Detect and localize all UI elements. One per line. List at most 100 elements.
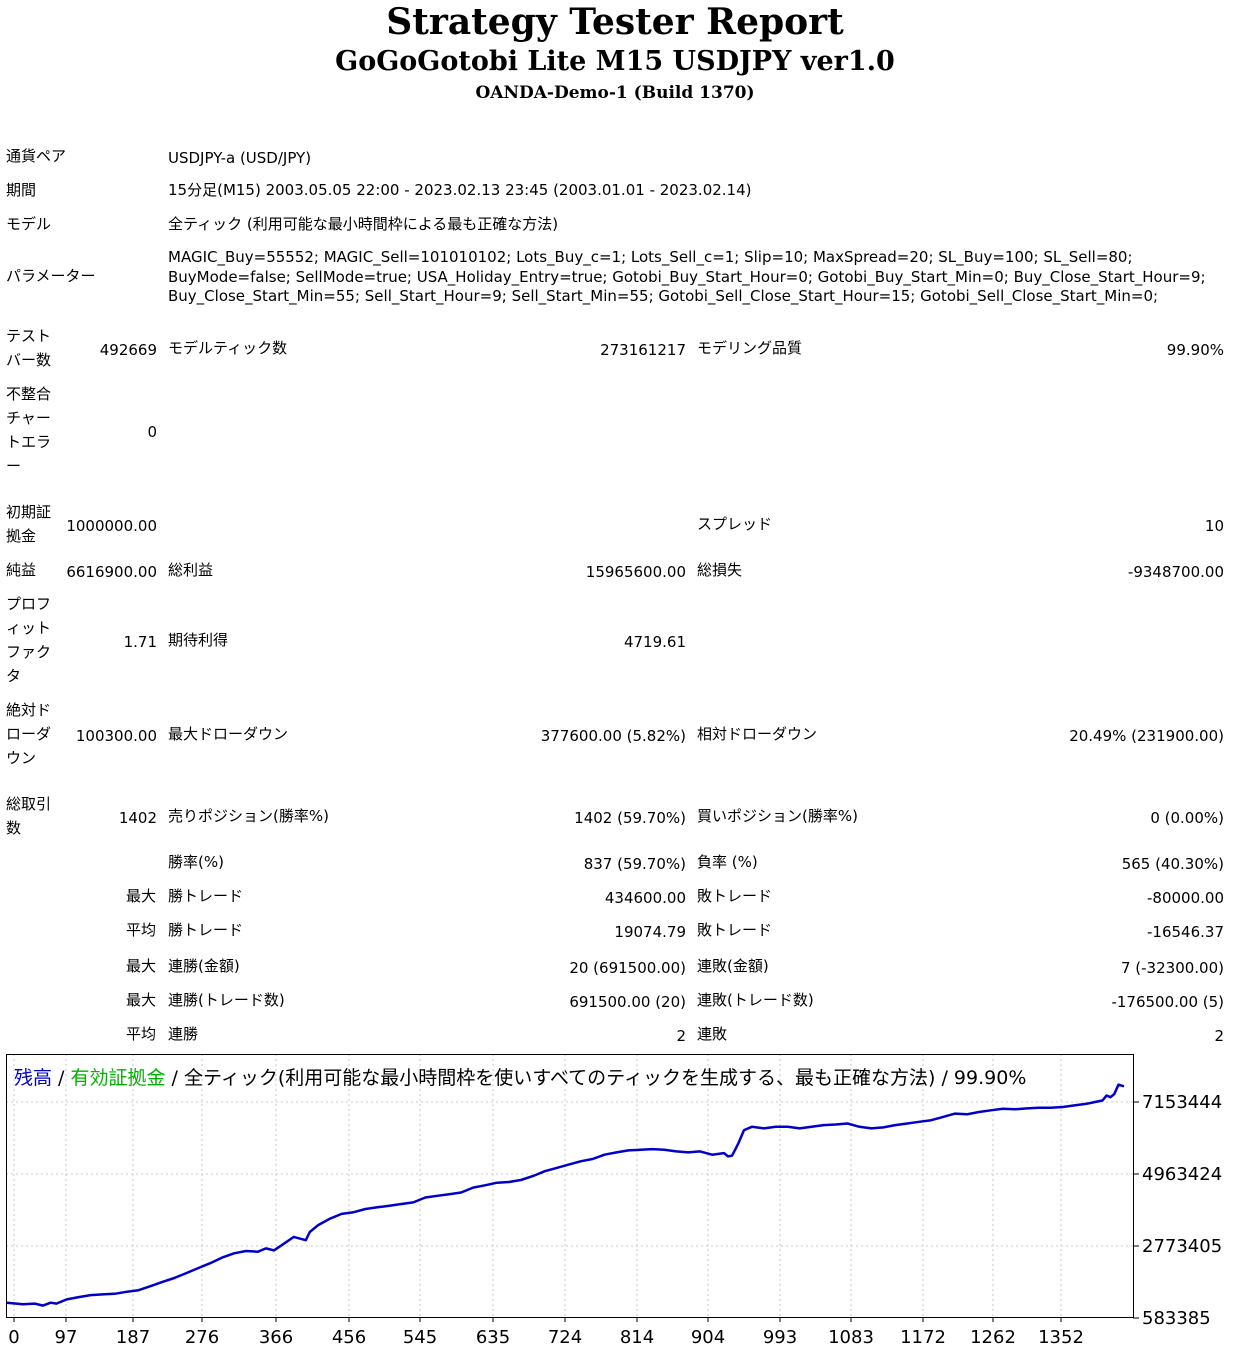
max-consec-prefix: 最大: [126, 957, 157, 975]
trades-value: 1402: [118, 809, 157, 827]
x-tick-label: 904: [691, 1327, 725, 1347]
avg-loss-label: 敗トレード: [697, 921, 773, 939]
trades-label: 総取引数: [6, 795, 52, 837]
x-tick-label: 545: [403, 1327, 437, 1347]
x-tick-label: 724: [548, 1327, 582, 1347]
mismatch-value: 0: [147, 423, 157, 441]
win-rate-label: 勝率(%): [168, 853, 224, 871]
max-consec-losses-label: 連敗(金額): [697, 957, 769, 975]
pf-label: プロフィットファクタ: [6, 595, 52, 685]
largest-prefix: 最大: [126, 887, 157, 905]
x-tick-label: 635: [476, 1327, 510, 1347]
legend-equity: 有効証拠金: [71, 1067, 166, 1089]
x-axis: 0 97 187 276 366 456 545 635 724 814 904 993 1083 117…: [8, 1317, 1084, 1347]
avg-win-value: 19074.79: [614, 923, 686, 941]
avg-consec-wins-label: 連勝: [168, 1025, 199, 1043]
payoff-value: 4719.61: [623, 633, 686, 651]
y-tick-label: 2773405: [1142, 1236, 1222, 1257]
spread-label: スプレッド: [697, 515, 773, 533]
x-tick-label: 1262: [970, 1327, 1016, 1347]
max-consec-loss-label: 連敗(トレード数): [697, 991, 814, 1009]
largest-win-label: 勝トレード: [168, 887, 244, 905]
period-value: 15分足(M15) 2003.05.05 22:00 - 2023.02.13 …: [168, 181, 752, 199]
x-tick-label: 1352: [1038, 1327, 1084, 1347]
max-consec-profit-label: 連勝(トレード数): [168, 991, 285, 1009]
x-tick-label: 0: [8, 1327, 19, 1347]
max-consec-profit-value: 691500.00 (20): [569, 993, 686, 1011]
avg-win-label: 勝トレード: [168, 921, 244, 939]
short-label: 売りポジション(勝率%): [168, 807, 329, 825]
x-tick-label: 814: [620, 1327, 654, 1347]
max-dd-label: 最大ドローダウン: [168, 725, 289, 743]
max-consec-wins-label: 連勝(金額): [168, 957, 240, 975]
server-build: OANDA-Demo-1 (Build 1370): [475, 83, 755, 103]
quality-label: モデリング品質: [697, 339, 803, 357]
balance-chart: 7153444 4963424 2773405 583385 0 97 187 276 366…: [6, 1054, 1251, 1347]
gross-loss-label: 総損失: [697, 561, 743, 579]
gross-profit-label: 総利益: [168, 561, 214, 579]
largest-loss-value: -80000.00: [1147, 889, 1224, 907]
y-tick-label: 583385: [1142, 1308, 1211, 1329]
plot-frame: [6, 1054, 1134, 1318]
average-prefix: 平均: [126, 921, 157, 939]
y-tick-label: 4963424: [1142, 1164, 1222, 1185]
bars-label: テストバー数: [6, 327, 52, 369]
model-value: 全ティック (利用可能な最小時間枠による最も正確な方法): [168, 215, 559, 233]
long-value: 0 (0.00%): [1150, 809, 1224, 827]
x-tick-label: 456: [332, 1327, 366, 1347]
max-dd-value: 377600.00 (5.82%): [540, 727, 686, 745]
avg-consec-losses-label: 連敗: [697, 1025, 728, 1043]
mismatch-label: 不整合チャートエラー: [6, 385, 52, 475]
model-label: モデル: [6, 215, 52, 233]
gross-profit-value: 15965600.00: [585, 563, 686, 581]
x-tick-label: 366: [259, 1327, 293, 1347]
largest-loss-label: 敗トレード: [697, 887, 773, 905]
avg-consec-losses-value: 2: [1214, 1027, 1224, 1045]
avg-consec-prefix: 平均: [126, 1025, 157, 1043]
x-tick-label: 1172: [900, 1327, 946, 1347]
expert-name: GoGoGotobi Lite M15 USDJPY ver1.0: [335, 46, 895, 77]
period-label: 期間: [6, 181, 37, 199]
net-value: 6616900.00: [66, 563, 157, 581]
x-tick-label: 97: [55, 1327, 78, 1347]
chart-grid: [6, 1054, 1133, 1317]
rel-dd-value: 20.49% (231900.00): [1069, 727, 1224, 745]
bars-value: 492669: [99, 341, 157, 359]
deposit-value: 1000000.00: [66, 517, 157, 535]
short-value: 1402 (59.70%): [574, 809, 686, 827]
x-tick-label: 187: [116, 1327, 150, 1347]
max-consec-losses-value: 7 (-32300.00): [1120, 959, 1224, 977]
rel-dd-label: 相対ドローダウン: [697, 725, 818, 743]
loss-rate-label: 負率 (%): [697, 853, 758, 871]
pf-value: 1.71: [123, 633, 157, 651]
quality-value: 99.90%: [1166, 341, 1224, 359]
max-consec-profit-prefix: 最大: [126, 991, 157, 1009]
params-value: MAGIC_Buy=55552; MAGIC_Sell=101010102; L…: [168, 248, 1206, 305]
max-consec-wins-value: 20 (691500.00): [569, 959, 686, 977]
win-rate-value: 837 (59.70%): [583, 855, 686, 873]
avg-consec-wins-value: 2: [676, 1027, 686, 1045]
x-tick-label: 276: [185, 1327, 219, 1347]
spread-value: 10: [1204, 517, 1224, 535]
params-label: パラメーター: [6, 267, 96, 285]
legend-description: / 全ティック(利用可能な最小時間枠を使いすべてのティックを生成する、最も正確な…: [166, 1067, 1027, 1089]
symbol-value: USDJPY-a (USD/JPY): [168, 149, 312, 167]
balance-line: [6, 1083, 1125, 1307]
gross-loss-value: -9348700.00: [1127, 563, 1224, 581]
y-tick-label: 7153444: [1142, 1092, 1222, 1113]
legend-separator: /: [52, 1067, 70, 1089]
x-tick-label: 993: [763, 1327, 797, 1347]
loss-rate-value: 565 (40.30%): [1121, 855, 1224, 873]
abs-dd-label: 絶対ドローダウン: [6, 701, 52, 767]
net-label: 純益: [6, 561, 37, 579]
y-axis: 7153444 4963424 2773405 583385: [1133, 1092, 1222, 1329]
payoff-label: 期待利得: [168, 631, 229, 649]
report-title: Strategy Tester Report: [386, 1, 844, 43]
avg-loss-value: -16546.37: [1147, 923, 1224, 941]
x-tick-label: 1083: [828, 1327, 874, 1347]
chart-legend: 残高 / 有効証拠金 / 全ティック(利用可能な最小時間枠を使いすべてのティック…: [14, 1067, 1026, 1089]
symbol-label: 通貨ペア: [6, 147, 67, 165]
deposit-label: 初期証拠金: [6, 503, 52, 545]
max-consec-loss-value: -176500.00 (5): [1111, 993, 1224, 1011]
legend-balance: 残高: [14, 1067, 52, 1089]
